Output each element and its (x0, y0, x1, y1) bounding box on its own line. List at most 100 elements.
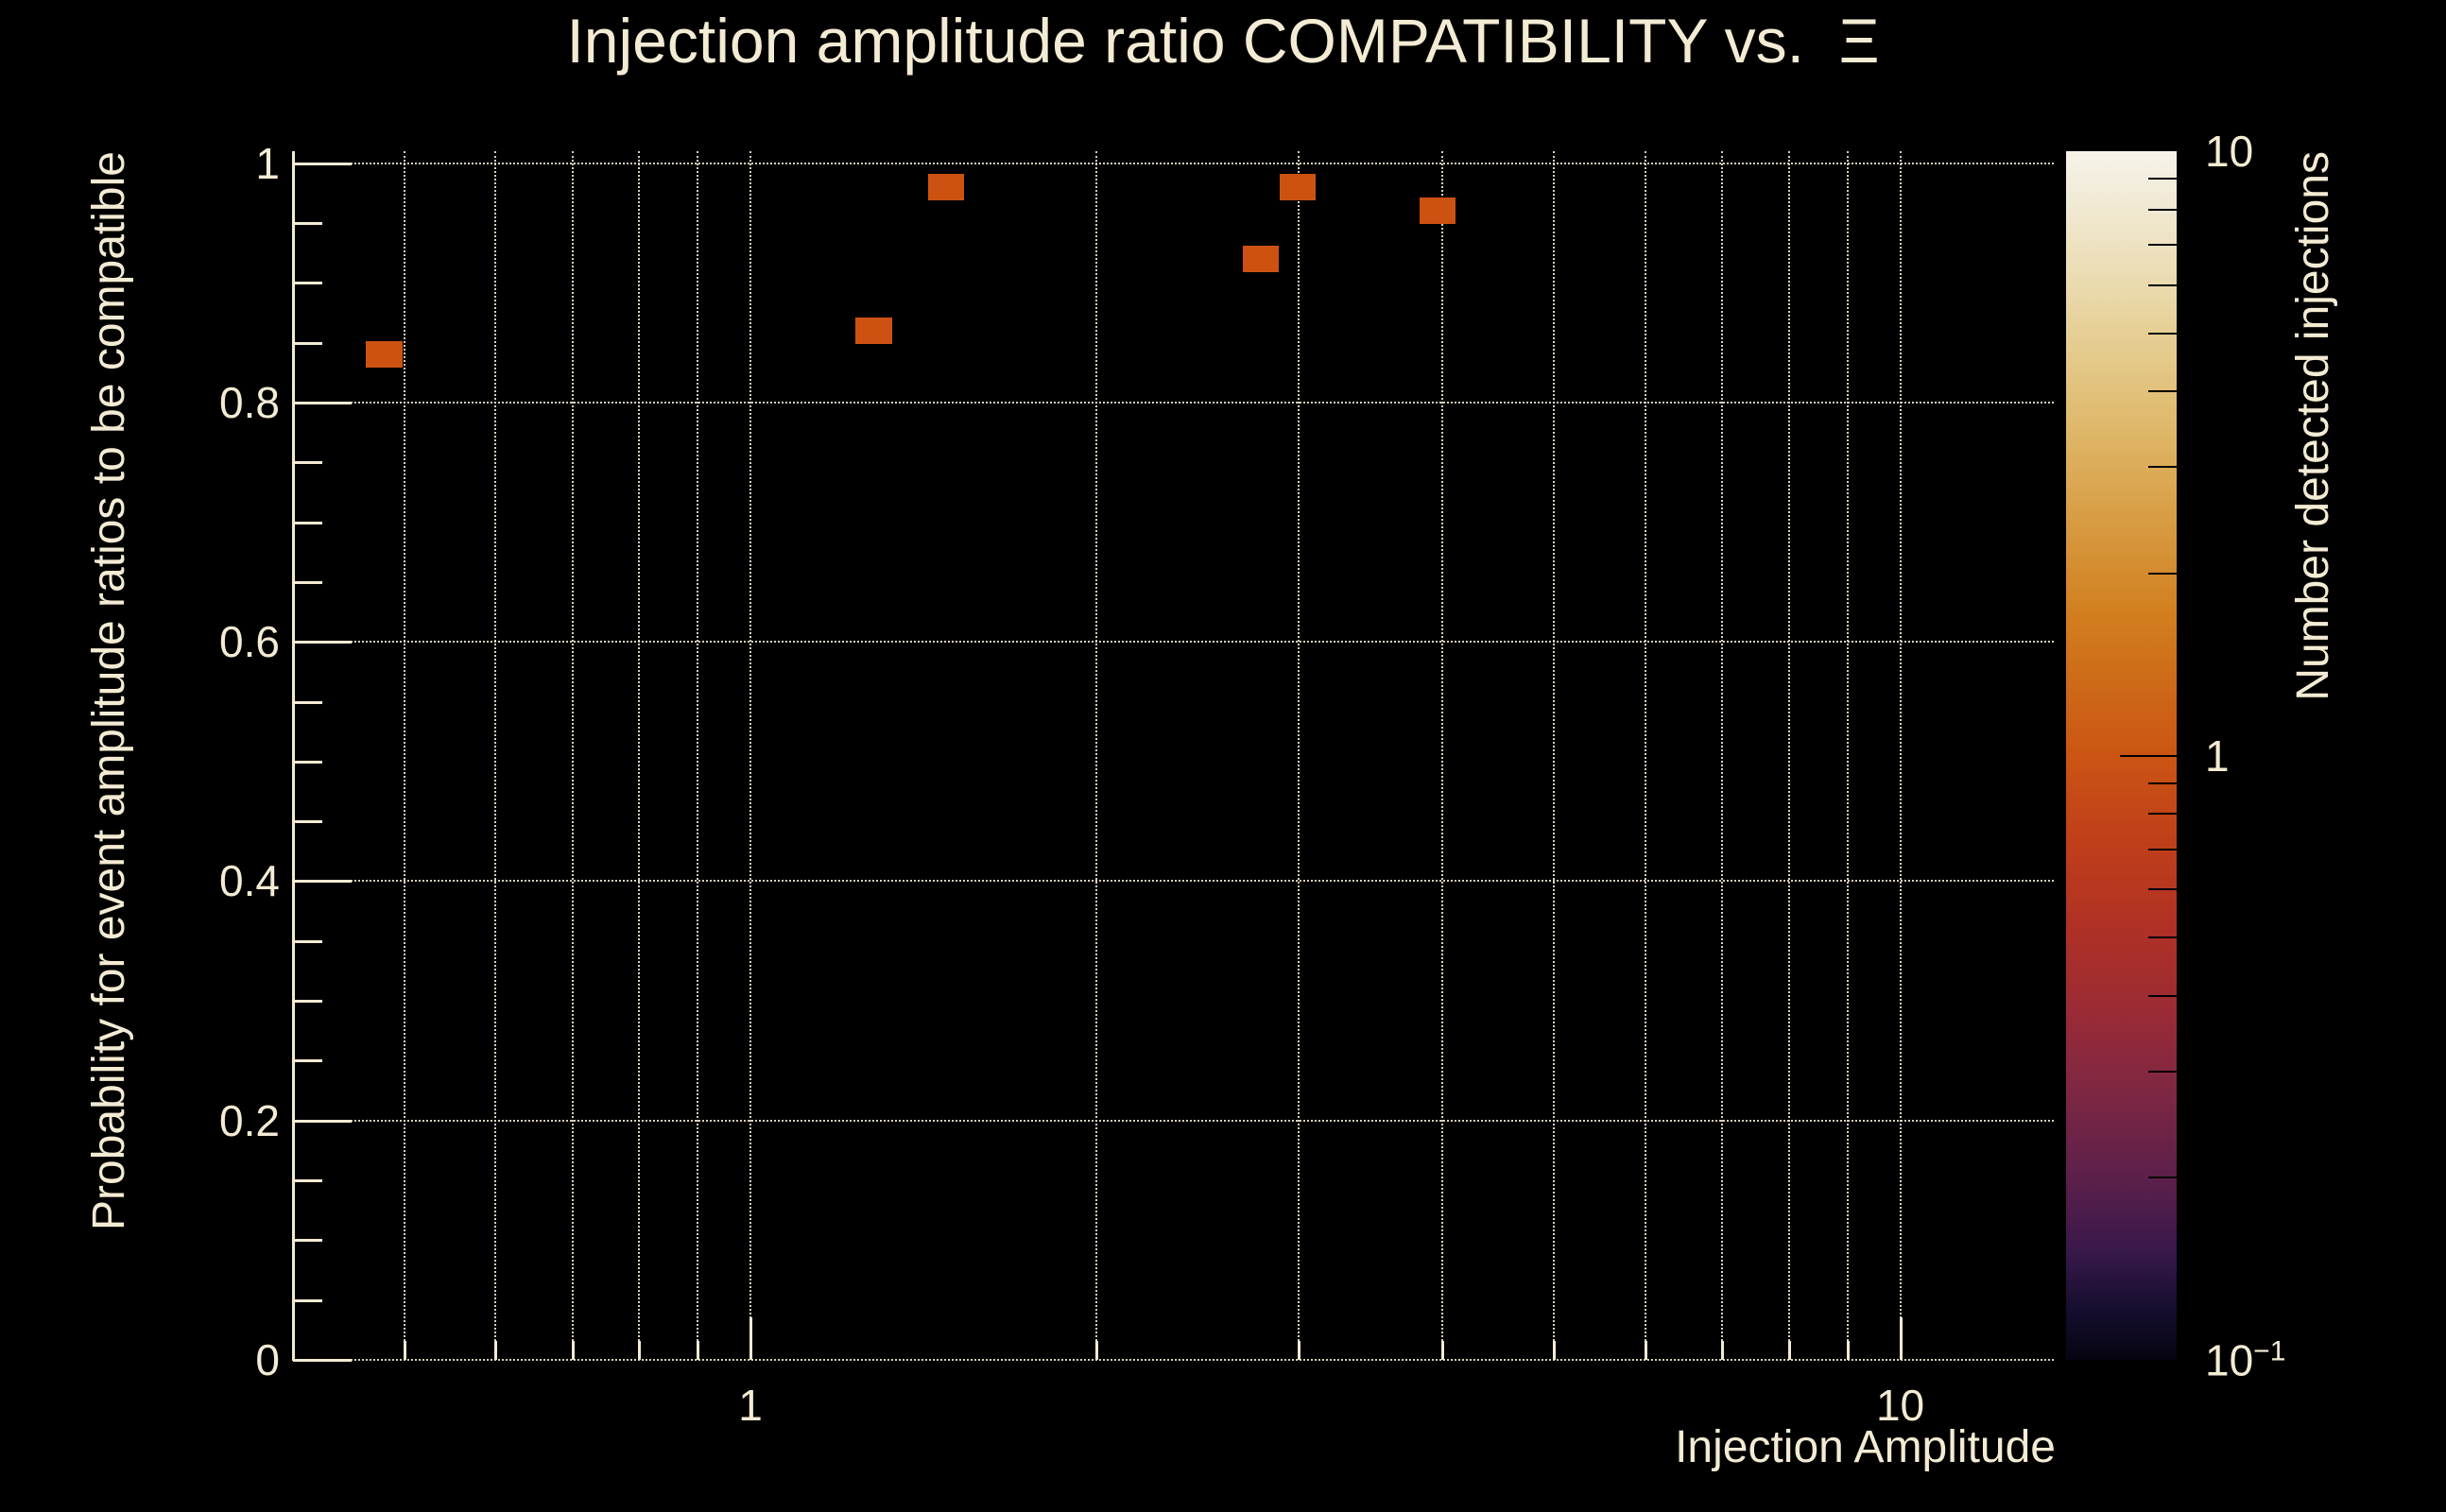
y-gridline (293, 1119, 2054, 1122)
x-gridline (403, 151, 405, 1360)
y-minor-tick (293, 341, 322, 345)
x-minor-tick (1787, 1341, 1791, 1360)
x-minor-tick (1298, 1341, 1301, 1360)
y-gridline (293, 1359, 2054, 1361)
y-axis-line (292, 151, 295, 1361)
x-minor-tick (1553, 1341, 1557, 1360)
y-major-tick (293, 1359, 352, 1362)
y-tick-label: 0.6 (219, 617, 280, 667)
x-gridline (494, 151, 497, 1360)
x-gridline (571, 151, 574, 1360)
y-minor-tick (293, 700, 322, 704)
y-major-tick (293, 1119, 352, 1123)
colorbar-minor-tick (2148, 284, 2177, 286)
y-axis-title: Probability for event amplitude ratios t… (84, 151, 134, 1230)
x-gridline (1721, 151, 1724, 1360)
y-minor-tick (293, 521, 322, 524)
y-major-tick (293, 880, 352, 884)
x-gridline (1441, 151, 1444, 1360)
y-gridline (293, 641, 2054, 644)
colorbar-tick-label: 10−1 (2205, 1335, 2286, 1385)
colorbar-label-base: 10 (2205, 1335, 2254, 1385)
colorbar-minor-tick (2148, 178, 2177, 180)
x-axis-title: Injection Amplitude (1675, 1422, 2056, 1472)
histogram-cell (855, 318, 892, 344)
y-minor-tick (293, 1298, 322, 1302)
y-tick-label: 0.8 (219, 377, 280, 427)
y-minor-tick (293, 1179, 322, 1183)
x-gridline (1298, 151, 1301, 1360)
x-minor-tick (1441, 1341, 1445, 1360)
x-gridline (1846, 151, 1849, 1360)
colorbar-minor-tick (2148, 848, 2177, 850)
x-tick-label: 10 (1875, 1381, 1925, 1430)
y-major-tick (293, 401, 352, 404)
x-gridline (1899, 151, 1902, 1360)
colorbar-minor-tick (2148, 572, 2177, 575)
histogram-cell (366, 341, 403, 369)
y-minor-tick (293, 1059, 322, 1063)
y-minor-tick (293, 282, 322, 285)
colorbar-tick-label: 10 (2205, 129, 2253, 173)
colorbar-title: Number detected injections (2288, 151, 2338, 701)
colorbar-minor-tick (2148, 813, 2177, 816)
y-minor-tick (293, 760, 322, 764)
colorbar-label-base: 1 (2205, 730, 2230, 781)
histogram-cell (1279, 174, 1316, 200)
colorbar-minor-tick (2148, 782, 2177, 784)
x-gridline (1787, 151, 1790, 1360)
x-minor-tick (638, 1341, 642, 1360)
y-gridline (293, 880, 2054, 883)
x-major-tick (749, 1317, 753, 1360)
colorbar-tick-label: 1 (2205, 734, 2230, 778)
x-gridline (697, 151, 699, 1360)
colorbar-label-exponent: −1 (2253, 1335, 2286, 1367)
x-minor-tick (571, 1341, 575, 1360)
x-gridline (638, 151, 641, 1360)
y-minor-tick (293, 939, 322, 943)
y-tick-label: 0.4 (219, 856, 280, 906)
x-minor-tick (1095, 1341, 1099, 1360)
colorbar-minor-tick (2148, 332, 2177, 335)
y-minor-tick (293, 1239, 322, 1243)
x-minor-tick (697, 1341, 700, 1360)
x-minor-tick (403, 1341, 406, 1360)
colorbar-minor-tick (2148, 244, 2177, 247)
colorbar-minor-tick (2148, 1177, 2177, 1179)
colorbar-minor-tick (2148, 936, 2177, 938)
x-minor-tick (1644, 1341, 1647, 1360)
x-gridline (749, 151, 752, 1360)
y-tick-label: 0 (255, 1335, 280, 1384)
y-minor-tick (293, 461, 322, 465)
y-minor-tick (293, 820, 322, 824)
x-minor-tick (1846, 1341, 1850, 1360)
y-tick-label: 0.2 (219, 1095, 280, 1145)
plot-area (293, 151, 2054, 1362)
x-gridline (1553, 151, 1556, 1360)
y-major-tick (293, 162, 352, 165)
colorbar-label-base: 10 (2205, 127, 2254, 176)
plot-title: Injection amplitude ratio COMPATIBILITY … (566, 6, 1880, 76)
x-gridline (1095, 151, 1098, 1360)
histogram-cell (1243, 246, 1280, 272)
histogram-cell (1419, 198, 1456, 225)
y-tick-label: 1 (255, 138, 280, 188)
colorbar-minor-tick (2148, 390, 2177, 393)
histogram-cell (928, 174, 965, 200)
y-minor-tick (293, 1000, 322, 1004)
colorbar-minor-tick (2148, 888, 2177, 891)
x-gridline (1644, 151, 1646, 1360)
colorbar-major-tick (2120, 754, 2177, 757)
colorbar-minor-tick (2148, 208, 2177, 211)
x-minor-tick (1721, 1341, 1725, 1360)
colorbar-minor-tick (2148, 994, 2177, 997)
x-major-tick (1899, 1317, 1903, 1360)
colorbar-minor-tick (2148, 1070, 2177, 1073)
y-minor-tick (293, 580, 322, 584)
colorbar-minor-tick (2148, 466, 2177, 469)
x-minor-tick (494, 1341, 498, 1360)
y-major-tick (293, 641, 352, 644)
y-minor-tick (293, 221, 322, 225)
y-gridline (293, 162, 2054, 164)
y-gridline (293, 401, 2054, 404)
